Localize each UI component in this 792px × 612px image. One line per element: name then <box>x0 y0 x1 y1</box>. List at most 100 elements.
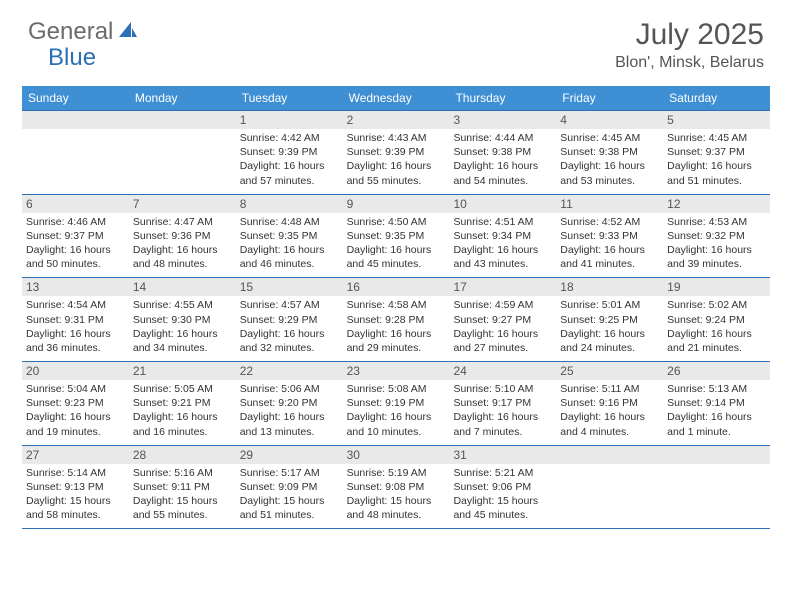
cell-body: Sunrise: 4:58 AMSunset: 9:28 PMDaylight:… <box>343 298 450 361</box>
calendar-cell: 23Sunrise: 5:08 AMSunset: 9:19 PMDayligh… <box>343 362 450 445</box>
sunset-text: Sunset: 9:32 PM <box>667 229 766 243</box>
day-number: 14 <box>129 278 236 296</box>
dayhead-wed: Wednesday <box>343 86 450 110</box>
day-number <box>663 446 770 464</box>
daylight-text: Daylight: 15 hours and 51 minutes. <box>240 494 339 522</box>
sunrise-text: Sunrise: 4:53 AM <box>667 215 766 229</box>
daylight-text: Daylight: 16 hours and 24 minutes. <box>560 327 659 355</box>
sunrise-text: Sunrise: 4:59 AM <box>453 298 552 312</box>
daylight-text: Daylight: 16 hours and 27 minutes. <box>453 327 552 355</box>
daylight-text: Daylight: 16 hours and 46 minutes. <box>240 243 339 271</box>
sunrise-text: Sunrise: 4:45 AM <box>667 131 766 145</box>
calendar-cell: 17 Sunrise: 4:59 AMSunset: 9:27 PMDayligh… <box>449 278 556 361</box>
day-number: 11 <box>556 195 663 213</box>
sunrise-text: Sunrise: 4:55 AM <box>133 298 232 312</box>
calendar-cell: 14Sunrise: 4:55 AMSunset: 9:30 PMDayligh… <box>129 278 236 361</box>
daylight-text: Daylight: 16 hours and 36 minutes. <box>26 327 125 355</box>
sunrise-text: Sunrise: 5:06 AM <box>240 382 339 396</box>
day-number: 26 <box>663 362 770 380</box>
cell-body: Sunrise: 4:51 AMSunset: 9:34 PMDaylight:… <box>449 215 556 278</box>
sunset-text: Sunset: 9:09 PM <box>240 480 339 494</box>
sunrise-text: Sunrise: 4:42 AM <box>240 131 339 145</box>
sunrise-text: Sunrise: 4:58 AM <box>347 298 446 312</box>
sunrise-text: Sunrise: 4:47 AM <box>133 215 232 229</box>
sunrise-text: Sunrise: 5:17 AM <box>240 466 339 480</box>
calendar-cell <box>22 111 129 194</box>
cell-body: Sunrise: 4:52 AMSunset: 9:33 PMDaylight:… <box>556 215 663 278</box>
calendar-cell: 30Sunrise: 5:19 AMSunset: 9:08 PMDayligh… <box>343 446 450 529</box>
sunrise-text: Sunrise: 4:51 AM <box>453 215 552 229</box>
sunrise-text: Sunrise: 4:50 AM <box>347 215 446 229</box>
day-number: 31 <box>449 446 556 464</box>
daylight-text: Daylight: 16 hours and 16 minutes. <box>133 410 232 438</box>
cell-body: Sunrise: 4:57 AMSunset: 9:29 PMDaylight:… <box>236 298 343 361</box>
daylight-text: Daylight: 16 hours and 53 minutes. <box>560 159 659 187</box>
calendar-cell: 6Sunrise: 4:46 AMSunset: 9:37 PMDaylight… <box>22 195 129 278</box>
sunset-text: Sunset: 9:38 PM <box>453 145 552 159</box>
location: Blon', Minsk, Belarus <box>615 54 764 72</box>
day-number: 18 <box>556 278 663 296</box>
day-number: 2 <box>343 111 450 129</box>
daylight-text: Daylight: 16 hours and 45 minutes. <box>347 243 446 271</box>
sunrise-text: Sunrise: 5:16 AM <box>133 466 232 480</box>
daylight-text: Daylight: 16 hours and 19 minutes. <box>26 410 125 438</box>
cell-body: Sunrise: 4:50 AMSunset: 9:35 PMDaylight:… <box>343 215 450 278</box>
daylight-text: Daylight: 16 hours and 39 minutes. <box>667 243 766 271</box>
sunrise-text: Sunrise: 4:52 AM <box>560 215 659 229</box>
brand-word1: General <box>28 18 113 46</box>
calendar-cell: 10Sunrise: 4:51 AMSunset: 9:34 PMDayligh… <box>449 195 556 278</box>
sunrise-text: Sunrise: 5:21 AM <box>453 466 552 480</box>
day-number: 29 <box>236 446 343 464</box>
sunrise-text: Sunrise: 5:01 AM <box>560 298 659 312</box>
cell-body: Sunrise: 5:21 AMSunset: 9:06 PMDaylight:… <box>449 466 556 529</box>
week-row: 27Sunrise: 5:14 AMSunset: 9:13 PMDayligh… <box>22 445 770 530</box>
brand-sail-icon <box>117 19 139 46</box>
day-number: 4 <box>556 111 663 129</box>
sunrise-text: Sunrise: 4:45 AM <box>560 131 659 145</box>
calendar-cell <box>663 446 770 529</box>
day-number: 19 <box>663 278 770 296</box>
day-number: 15 <box>236 278 343 296</box>
dayhead-mon: Monday <box>129 86 236 110</box>
daylight-text: Daylight: 16 hours and 7 minutes. <box>453 410 552 438</box>
sunrise-text: Sunrise: 5:10 AM <box>453 382 552 396</box>
day-number: 30 <box>343 446 450 464</box>
daylight-text: Daylight: 15 hours and 55 minutes. <box>133 494 232 522</box>
cell-body: Sunrise: 5:08 AMSunset: 9:19 PMDaylight:… <box>343 382 450 445</box>
calendar-cell: 12Sunrise: 4:53 AMSunset: 9:32 PMDayligh… <box>663 195 770 278</box>
dayhead-tue: Tuesday <box>236 86 343 110</box>
day-number: 17 <box>449 278 556 296</box>
cell-body: Sunrise: 4:45 AMSunset: 9:38 PMDaylight:… <box>556 131 663 194</box>
calendar: Sunday Monday Tuesday Wednesday Thursday… <box>22 86 770 529</box>
sunset-text: Sunset: 9:33 PM <box>560 229 659 243</box>
cell-body: Sunrise: 4:45 AMSunset: 9:37 PMDaylight:… <box>663 131 770 194</box>
calendar-cell: 15 Sunrise: 4:57 AMSunset: 9:29 PMDayligh… <box>236 278 343 361</box>
sunrise-text: Sunrise: 4:43 AM <box>347 131 446 145</box>
sunset-text: Sunset: 9:31 PM <box>26 313 125 327</box>
calendar-cell: 29 Sunrise: 5:17 AMSunset: 9:09 PMDayligh… <box>236 446 343 529</box>
sunset-text: Sunset: 9:37 PM <box>26 229 125 243</box>
sunset-text: Sunset: 9:35 PM <box>347 229 446 243</box>
day-number <box>129 111 236 129</box>
cell-body: Sunrise: 5:06 AMSunset: 9:20 PMDaylight:… <box>236 382 343 445</box>
sunrise-text: Sunrise: 4:46 AM <box>26 215 125 229</box>
sunrise-text: Sunrise: 5:05 AM <box>133 382 232 396</box>
sunset-text: Sunset: 9:08 PM <box>347 480 446 494</box>
cell-body: Sunrise: 5:05 AMSunset: 9:21 PMDaylight:… <box>129 382 236 445</box>
cell-body: Sunrise: 4:59 AMSunset: 9:27 PMDaylight:… <box>449 298 556 361</box>
day-number: 25 <box>556 362 663 380</box>
sunset-text: Sunset: 9:36 PM <box>133 229 232 243</box>
calendar-cell: 4 Sunrise: 4:45 AMSunset: 9:38 PMDaylight… <box>556 111 663 194</box>
day-number: 21 <box>129 362 236 380</box>
calendar-cell: 20Sunrise: 5:04 AMSunset: 9:23 PMDayligh… <box>22 362 129 445</box>
calendar-cell: 25Sunrise: 5:11 AMSunset: 9:16 PMDayligh… <box>556 362 663 445</box>
cell-body: Sunrise: 4:48 AMSunset: 9:35 PMDaylight:… <box>236 215 343 278</box>
calendar-cell: 19Sunrise: 5:02 AMSunset: 9:24 PMDayligh… <box>663 278 770 361</box>
weeks-container: 1Sunrise: 4:42 AMSunset: 9:39 PMDaylight… <box>22 110 770 529</box>
daylight-text: Daylight: 16 hours and 4 minutes. <box>560 410 659 438</box>
sunset-text: Sunset: 9:35 PM <box>240 229 339 243</box>
daylight-text: Daylight: 16 hours and 43 minutes. <box>453 243 552 271</box>
sunrise-text: Sunrise: 4:44 AM <box>453 131 552 145</box>
day-number: 13 <box>22 278 129 296</box>
calendar-cell: 2Sunrise: 4:43 AMSunset: 9:39 PMDaylight… <box>343 111 450 194</box>
